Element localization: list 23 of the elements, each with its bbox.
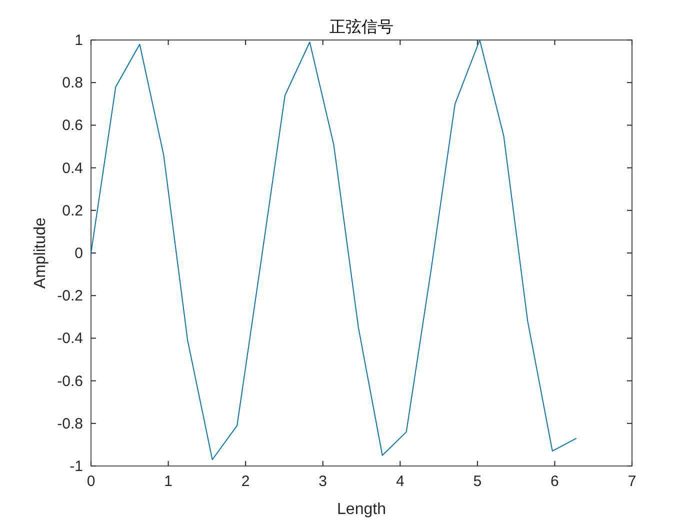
x-tick-label: 6 — [550, 473, 559, 490]
y-tick-label: 0.4 — [62, 160, 83, 177]
chart-title: 正弦信号 — [330, 18, 394, 36]
y-axis-title: Amplitude — [32, 217, 49, 289]
x-tick-label: 7 — [628, 473, 636, 490]
x-axis-title: Length — [337, 501, 386, 518]
y-tick-label: 0.6 — [62, 117, 83, 134]
y-tick-label: -0.4 — [57, 330, 83, 348]
y-tick-label: -1 — [70, 458, 83, 475]
y-tick-label: 0.2 — [62, 202, 83, 220]
y-tick-label: 0.8 — [62, 74, 83, 92]
y-tick-label: -0.6 — [57, 372, 83, 390]
y-tick-label: -0.2 — [57, 288, 83, 305]
x-tick-label: 5 — [473, 473, 482, 490]
x-tick-label: 4 — [396, 473, 404, 490]
y-tick-label: -0.8 — [57, 415, 83, 432]
line-series — [90, 40, 577, 460]
x-tick-label: 3 — [318, 473, 328, 490]
x-tick-label: 0 — [86, 473, 96, 490]
x-tick-label: 2 — [241, 473, 250, 490]
x-tick-label: 1 — [164, 473, 172, 490]
y-tick-label: 0 — [74, 245, 83, 262]
y-tick-label: 1 — [74, 32, 83, 49]
